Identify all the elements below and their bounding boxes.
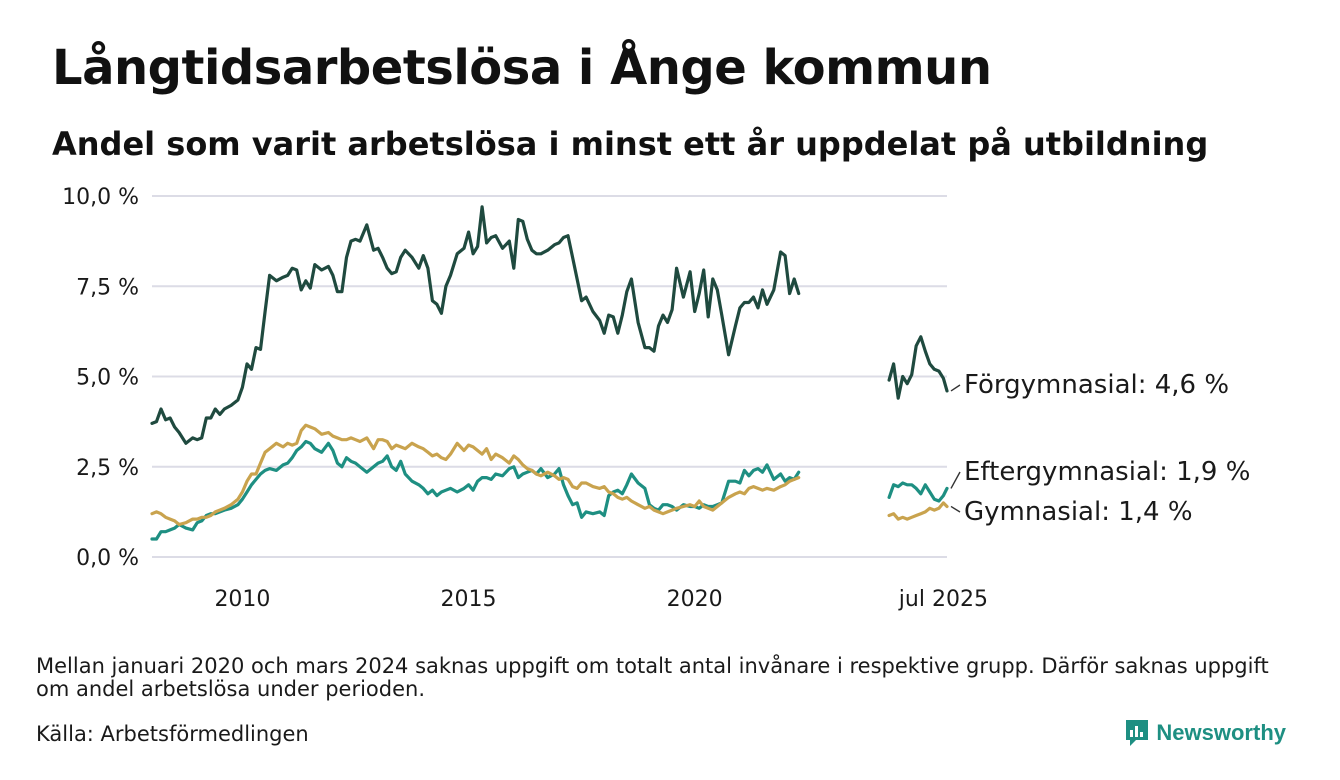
series-line-eftergymnasial [150,439,801,541]
end-label-eftergymnasial: Eftergymnasial: 1,9 % [964,457,1250,487]
x-tick-label: 2010 [214,587,270,612]
end-label-connector [950,384,961,392]
y-tick-label: 5,0 % [76,366,139,391]
line-chart: 0,0 % 2,5 % 5,0 % 7,5 % 10,0 % 2010 2015 2020 ju… [62,185,1250,612]
x-tick-label: jul 2025 [898,587,988,612]
end-label-connector [950,471,961,489]
x-tick-label: 2020 [667,587,723,612]
footnote: Mellan januari 2020 och mars 2024 saknas… [36,654,1269,701]
y-tick-label: 0,0 % [76,546,139,571]
y-tick-label: 7,5 % [76,275,139,300]
end-label-connector [950,505,961,513]
newsworthy-logo-icon [1126,720,1149,746]
series-line-gymnasial [150,423,801,527]
chart-title: Långtidsarbetslösa i Ånge kommun [52,40,992,96]
series-line-förgymnasial [150,205,801,445]
series-line-förgymnasial [887,335,949,400]
end-label-gymnasial: Gymnasial: 1,4 % [964,497,1193,527]
series-line-eftergymnasial [887,481,949,503]
source-note: Källa: Arbetsförmedlingen [36,722,309,746]
y-tick-label: 2,5 % [76,456,139,481]
brand-name: Newsworthy [1156,720,1286,745]
series-line-gymnasial [887,501,949,521]
end-label-förgymnasial: Förgymnasial: 4,6 % [964,370,1229,400]
brand-logo: Newsworthy [1124,718,1286,748]
x-tick-label: 2015 [441,587,497,612]
chart-subtitle: Andel som varit arbetslösa i minst ett å… [52,125,1209,163]
y-tick-label: 10,0 % [62,185,139,210]
